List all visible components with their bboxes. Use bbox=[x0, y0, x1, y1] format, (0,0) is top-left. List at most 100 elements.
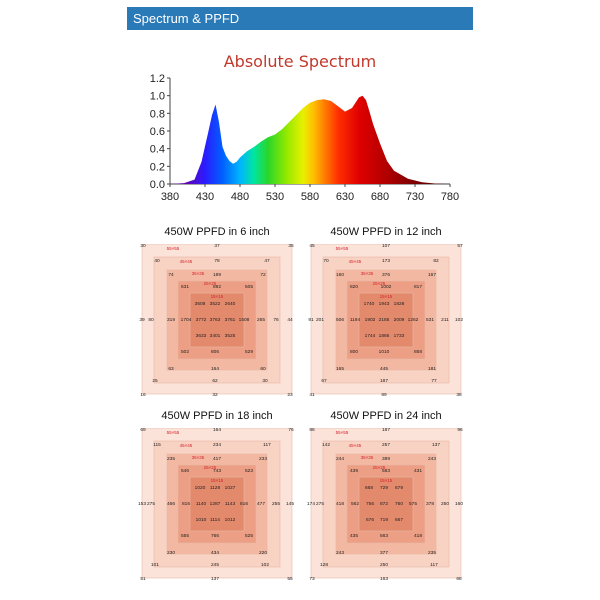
ppfd-value: 439 bbox=[350, 468, 358, 474]
x-tick-label: 480 bbox=[231, 191, 249, 203]
ppfd-value: 96 bbox=[457, 428, 463, 433]
ppfd-value: 816 bbox=[182, 501, 190, 507]
ppfd-map: 55×55 45×45 35×35 25×25 15×15 69 164 76 115 234 11… bbox=[138, 428, 294, 582]
zone-label: 55×55 bbox=[167, 430, 180, 435]
x-tick-label: 380 bbox=[161, 191, 179, 203]
ppfd-value: 78 bbox=[214, 258, 220, 264]
ppfd-value: 38 bbox=[456, 392, 462, 398]
ppfd-value: 68 bbox=[456, 576, 462, 582]
ppfd-value: 73 bbox=[309, 576, 315, 582]
ppfd-value: 142 bbox=[322, 442, 330, 448]
ppfd-value: 67 bbox=[321, 378, 327, 384]
ppfd-map: 55×55 45×45 35×35 25×25 15×15 30 37 35 40 78 47 74 1… bbox=[139, 244, 294, 398]
y-tick-label: 1.0 bbox=[150, 91, 165, 103]
ppfd-value: 892 bbox=[213, 284, 221, 290]
ppfd-value: 435 bbox=[350, 533, 358, 539]
x-tick-label: 730 bbox=[406, 191, 424, 203]
ppfd-value: 44 bbox=[287, 317, 293, 323]
ppfd-value: 445 bbox=[380, 366, 388, 372]
spectrum-chart-title: Absolute Spectrum bbox=[223, 52, 377, 71]
ppfd-value: 2640 bbox=[225, 301, 236, 307]
ppfd-value: 562 bbox=[351, 501, 359, 507]
ppfd-value: 82 bbox=[433, 258, 439, 264]
ppfd-value: 165 bbox=[336, 366, 344, 372]
ppfd-value: 167 bbox=[428, 272, 436, 278]
ppfd-value: 250 bbox=[380, 562, 388, 568]
x-tick-label: 430 bbox=[196, 191, 214, 203]
ppfd-value: 1010 bbox=[196, 517, 207, 523]
ppfd-value: 1744 bbox=[365, 333, 376, 339]
x-tick-label: 780 bbox=[441, 191, 459, 203]
ppfd-value: 145 bbox=[286, 501, 294, 507]
ppfd-zone-5 bbox=[189, 476, 245, 532]
ppfd-title: 450W PPFD in 6 inch bbox=[164, 226, 270, 238]
ppfd-value: 69 bbox=[140, 428, 146, 433]
ppfd-value: 16 bbox=[140, 392, 146, 398]
ppfd-value: 25 bbox=[152, 378, 158, 384]
ppfd-value: 1740 bbox=[364, 301, 375, 307]
ppfd-value: 583 bbox=[382, 468, 390, 474]
ppfd-value: 35 bbox=[288, 244, 294, 249]
ppfd-value: 676 bbox=[366, 517, 374, 523]
ppfd-value: 30 bbox=[262, 378, 268, 384]
ppfd-value: 115 bbox=[153, 442, 161, 448]
ppfd-value: 91 bbox=[308, 317, 314, 323]
ppfd-value: 101 bbox=[151, 562, 159, 568]
ppfd-value: 417 bbox=[213, 456, 221, 462]
ppfd-value: 378 bbox=[426, 501, 434, 507]
ppfd-value: 70 bbox=[323, 258, 329, 264]
ppfd-panel-12in: 450W PPFD in 12 inch 55×55 45×45 35×35 25×2… bbox=[306, 226, 466, 404]
ppfd-value: 679 bbox=[395, 485, 403, 491]
ppfd-value: 32 bbox=[212, 392, 218, 398]
ppfd-value: 45 bbox=[309, 244, 315, 249]
ppfd-value: 376 bbox=[382, 272, 390, 278]
ppfd-value: 575 bbox=[409, 501, 417, 507]
ppfd-value: 245 bbox=[211, 562, 219, 568]
ppfd-value: 265 bbox=[257, 317, 265, 323]
ppfd-value: 62 bbox=[212, 378, 218, 384]
ppfd-zone-5 bbox=[358, 476, 414, 532]
zone-label: 35×35 bbox=[192, 271, 205, 276]
ppfd-value: 743 bbox=[213, 468, 221, 474]
zone-label: 45×45 bbox=[349, 259, 362, 264]
ppfd-value: 137 bbox=[211, 576, 219, 582]
ppfd-value: 1902 bbox=[365, 317, 376, 323]
ppfd-value: 181 bbox=[428, 366, 436, 372]
ppfd-value: 80 bbox=[148, 317, 154, 323]
zone-label: 45×45 bbox=[180, 443, 193, 448]
ppfd-value: 41 bbox=[309, 392, 315, 398]
ppfd-value: 1140 bbox=[196, 501, 207, 507]
y-tick-label: 1.2 bbox=[150, 73, 165, 85]
ppfd-value: 39 bbox=[139, 317, 145, 323]
ppfd-value: 389 bbox=[382, 456, 390, 462]
ppfd-value: 137 bbox=[432, 442, 440, 448]
ppfd-panel-18in: 450W PPFD in 18 inch 55×55 45×45 35×35 25×2… bbox=[137, 410, 297, 588]
ppfd-value: 1508 bbox=[239, 317, 250, 323]
x-tick-label: 580 bbox=[301, 191, 319, 203]
ppfd-value: 243 bbox=[336, 550, 344, 556]
ppfd-value: 2185 bbox=[379, 317, 390, 323]
ppfd-value: 3763 bbox=[210, 317, 221, 323]
ppfd-value: 153 bbox=[138, 501, 146, 507]
ppfd-value: 1194 bbox=[350, 317, 361, 323]
ppfd-title: 450W PPFD in 24 inch bbox=[330, 410, 442, 422]
ppfd-value: 817 bbox=[414, 284, 422, 290]
ppfd-value: 1143 bbox=[225, 501, 236, 507]
ppfd-title: 450W PPFD in 18 inch bbox=[161, 410, 273, 422]
ppfd-value: 3401 bbox=[210, 333, 221, 339]
ppfd-value: 1002 bbox=[381, 284, 392, 290]
ppfd-value: 766 bbox=[211, 533, 219, 539]
ppfd-value: 211 bbox=[441, 317, 449, 323]
ppfd-value: 872 bbox=[380, 501, 388, 507]
ppfd-value: 563 bbox=[380, 533, 388, 539]
ppfd-value: 89 bbox=[381, 392, 387, 398]
ppfd-value: 1704 bbox=[181, 317, 192, 323]
zone-label: 55×55 bbox=[336, 246, 349, 251]
ppfd-value: 523 bbox=[245, 468, 253, 474]
ppfd-value: 244 bbox=[336, 456, 344, 462]
ppfd-value: 667 bbox=[395, 517, 403, 523]
ppfd-value: 505 bbox=[245, 284, 253, 290]
ppfd-value: 319 bbox=[167, 317, 175, 323]
ppfd-value: 117 bbox=[263, 442, 271, 448]
ppfd-value: 55 bbox=[287, 576, 293, 582]
